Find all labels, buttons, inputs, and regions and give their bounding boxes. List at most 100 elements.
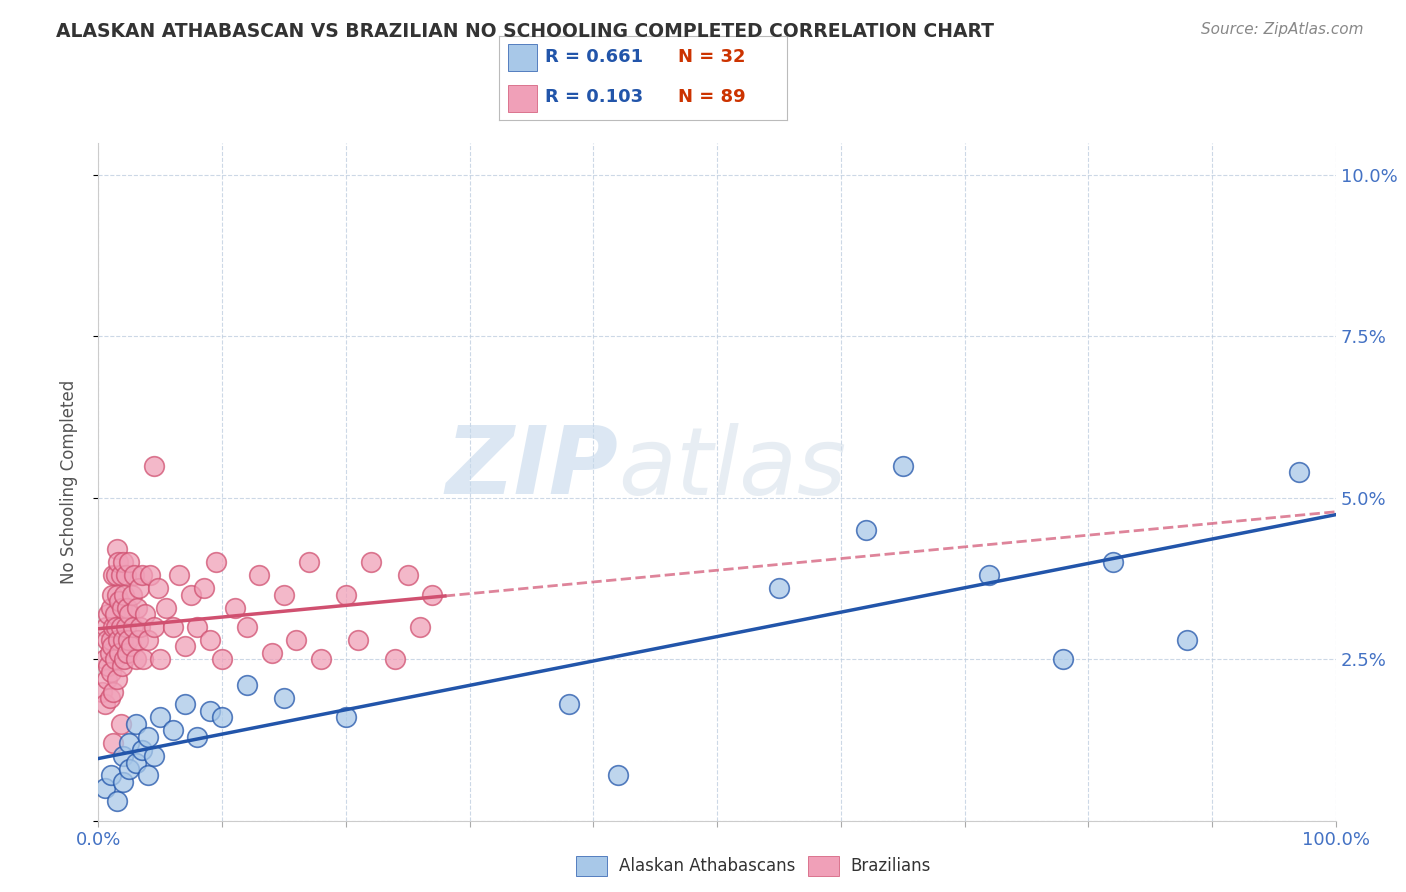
Point xyxy=(122,620,145,634)
Point xyxy=(124,716,146,731)
Point xyxy=(335,588,357,602)
Point xyxy=(127,632,149,647)
Point xyxy=(273,588,295,602)
Point xyxy=(118,607,141,621)
Point xyxy=(105,588,128,602)
Text: atlas: atlas xyxy=(619,423,846,514)
Point xyxy=(146,581,169,595)
Point xyxy=(114,620,136,634)
Point xyxy=(121,588,143,602)
Point xyxy=(120,640,142,654)
Point xyxy=(124,756,146,770)
Point xyxy=(103,607,125,621)
Point xyxy=(103,620,125,634)
Point xyxy=(211,710,233,724)
Point xyxy=(236,620,259,634)
Point xyxy=(104,620,127,634)
Point xyxy=(94,620,117,634)
Point xyxy=(768,581,790,595)
Point xyxy=(108,646,131,660)
Point xyxy=(108,594,131,608)
Point xyxy=(198,632,221,647)
Text: ALASKAN ATHABASCAN VS BRAZILIAN NO SCHOOLING COMPLETED CORRELATION CHART: ALASKAN ATHABASCAN VS BRAZILIAN NO SCHOO… xyxy=(56,22,994,41)
Point xyxy=(1052,652,1074,666)
Point xyxy=(103,652,125,666)
Point xyxy=(96,632,118,647)
Point xyxy=(124,568,146,582)
Point xyxy=(139,568,162,582)
Point xyxy=(111,600,134,615)
Point xyxy=(110,568,132,582)
Point xyxy=(149,652,172,666)
Point xyxy=(335,710,357,724)
Point xyxy=(855,523,877,537)
Point xyxy=(396,568,419,582)
Text: Alaskan Athabascans: Alaskan Athabascans xyxy=(619,857,794,875)
Point xyxy=(174,640,197,654)
Point xyxy=(112,632,135,647)
Point xyxy=(236,678,259,692)
Point xyxy=(98,646,121,660)
Point xyxy=(93,652,115,666)
Text: N = 89: N = 89 xyxy=(678,87,745,105)
Point xyxy=(1288,465,1310,479)
Point xyxy=(110,620,132,634)
Point xyxy=(128,581,150,595)
Point xyxy=(422,588,444,602)
Point xyxy=(110,716,132,731)
FancyBboxPatch shape xyxy=(508,45,537,71)
Text: Source: ZipAtlas.com: Source: ZipAtlas.com xyxy=(1201,22,1364,37)
Point xyxy=(134,607,156,621)
Point xyxy=(103,684,125,698)
Point xyxy=(186,730,208,744)
Point xyxy=(97,658,120,673)
Point xyxy=(224,600,246,615)
Point xyxy=(115,646,138,660)
Point xyxy=(162,620,184,634)
Point xyxy=(193,581,215,595)
Point xyxy=(112,652,135,666)
Text: R = 0.103: R = 0.103 xyxy=(546,87,644,105)
Point xyxy=(384,652,406,666)
Point xyxy=(91,684,114,698)
Point xyxy=(107,632,129,647)
Point xyxy=(557,698,579,712)
Point xyxy=(118,555,141,569)
Point xyxy=(112,775,135,789)
Point xyxy=(112,749,135,764)
Point xyxy=(260,646,283,660)
Point xyxy=(117,632,139,647)
Text: ZIP: ZIP xyxy=(446,422,619,514)
Point xyxy=(180,588,202,602)
Point xyxy=(101,640,124,654)
Point xyxy=(93,781,115,796)
Point xyxy=(247,568,270,582)
Point xyxy=(118,736,141,750)
Point xyxy=(347,632,370,647)
Point xyxy=(118,762,141,776)
Point xyxy=(143,749,166,764)
Point xyxy=(409,620,432,634)
Point xyxy=(155,600,177,615)
Point xyxy=(100,665,122,680)
Point xyxy=(97,607,120,621)
Point xyxy=(186,620,208,634)
Point xyxy=(100,600,122,615)
Point xyxy=(100,768,122,782)
Point xyxy=(103,568,125,582)
Point xyxy=(285,632,308,647)
Point xyxy=(174,698,197,712)
Point xyxy=(105,542,128,557)
Point xyxy=(273,690,295,705)
Point xyxy=(891,458,914,473)
Point xyxy=(115,600,138,615)
Point xyxy=(112,588,135,602)
Point xyxy=(103,736,125,750)
Point xyxy=(143,620,166,634)
Text: Brazilians: Brazilians xyxy=(851,857,931,875)
Point xyxy=(1175,632,1198,647)
Point xyxy=(93,698,115,712)
Point xyxy=(105,794,128,808)
Point xyxy=(298,555,321,569)
Point xyxy=(205,555,228,569)
